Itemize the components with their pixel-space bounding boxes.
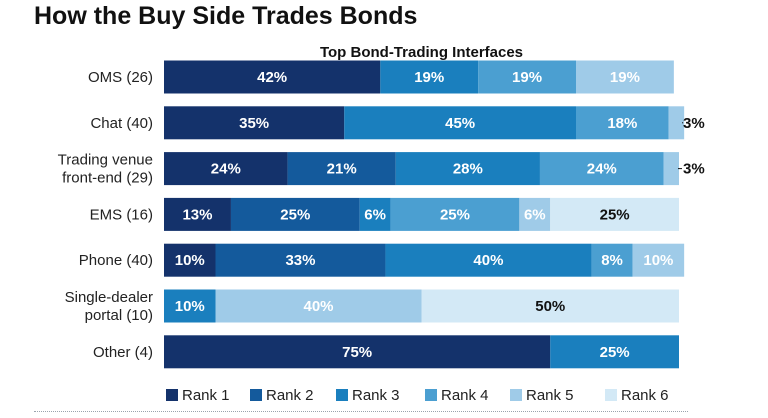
legend-label: Rank 3 — [352, 387, 400, 404]
category-label: EMS (16) — [90, 206, 153, 223]
legend-label: Rank 4 — [441, 387, 489, 404]
category-label: Single-dealer portal (10) — [65, 289, 153, 324]
bar-segment — [421, 289, 679, 323]
bar-segment — [230, 197, 360, 231]
bar-segment — [359, 197, 391, 231]
chart-subtitle: Top Bond-Trading Interfaces — [319, 44, 524, 61]
bar-segment — [591, 243, 633, 277]
bar-segment — [164, 152, 288, 186]
legend-swatch — [605, 389, 617, 401]
bar-value-label: 3% — [683, 161, 705, 178]
legend-swatch — [250, 389, 262, 401]
bar-segment — [668, 106, 685, 140]
legend-swatch — [510, 389, 522, 401]
bar-value-label: 25% — [600, 206, 630, 223]
bar-value-label: 25% — [600, 344, 630, 361]
category-label: Other (4) — [93, 344, 153, 361]
legend-swatch — [336, 389, 348, 401]
bar-value-label: 6% — [524, 206, 546, 223]
bar-value-label: 13% — [182, 206, 212, 223]
bar-segment — [519, 197, 551, 231]
bar-value-label: 28% — [453, 161, 483, 178]
bar-value-label: 19% — [610, 69, 640, 86]
bar-value-label: 50% — [535, 298, 565, 315]
bar-segment — [539, 152, 664, 186]
bar-value-label: 8% — [601, 252, 623, 269]
bar-value-label: 6% — [364, 206, 386, 223]
bar-segment — [164, 243, 216, 277]
bar-segment — [395, 152, 540, 186]
category-label: Phone (40) — [79, 252, 153, 269]
bar-segment — [663, 152, 679, 186]
bar-segment — [164, 197, 231, 231]
bar-segment — [164, 106, 345, 140]
bar-segment — [215, 243, 386, 277]
bar-segment — [550, 197, 679, 231]
bar-value-label: 10% — [643, 252, 673, 269]
bar-segment — [164, 335, 551, 369]
bar-segment — [287, 152, 396, 186]
bar-segment — [380, 60, 479, 94]
bar-value-label: 45% — [445, 115, 475, 132]
legend-label: Rank 6 — [621, 387, 669, 404]
bar-segment — [344, 106, 576, 140]
legend-swatch — [166, 389, 178, 401]
bar-value-label: 25% — [280, 206, 310, 223]
bar-segment — [550, 335, 679, 369]
legend-label: Rank 5 — [526, 387, 574, 404]
chart-title: How the Buy Side Trades Bonds — [34, 2, 418, 30]
bar-value-label: 40% — [473, 252, 503, 269]
bar-value-label: 18% — [607, 115, 637, 132]
divider — [34, 411, 688, 412]
legend-label: Rank 1 — [182, 387, 230, 404]
bar-value-label: 40% — [303, 298, 333, 315]
bar-segment — [164, 289, 216, 323]
bar-segment — [632, 243, 685, 277]
bar-value-label: 42% — [257, 69, 287, 86]
bar-value-label: 25% — [440, 206, 470, 223]
bar-segment — [390, 197, 520, 231]
bar-value-label: 19% — [512, 69, 542, 86]
bar-value-label: 10% — [175, 252, 205, 269]
bar-value-label: 35% — [239, 115, 269, 132]
bar-value-label: 33% — [285, 252, 315, 269]
legend-swatch — [425, 389, 437, 401]
bar-value-label: 24% — [587, 161, 617, 178]
bar-value-label: 19% — [414, 69, 444, 86]
legend-label: Rank 2 — [266, 387, 314, 404]
bar-segment — [215, 289, 422, 323]
category-label: Chat (40) — [90, 115, 153, 132]
bar-value-label: 10% — [175, 298, 205, 315]
bar-segment — [576, 106, 669, 140]
bar-segment — [385, 243, 592, 277]
bar-value-label: 21% — [327, 161, 357, 178]
category-label: Trading venue front-end (29) — [58, 152, 153, 187]
bar-value-label: 75% — [342, 344, 372, 361]
bar-segment — [576, 60, 674, 94]
bar-segment — [164, 60, 381, 94]
category-label: OMS (26) — [88, 69, 153, 86]
bar-value-label: 24% — [211, 161, 241, 178]
bar-segment — [478, 60, 576, 94]
bar-value-label: 3% — [683, 115, 705, 132]
